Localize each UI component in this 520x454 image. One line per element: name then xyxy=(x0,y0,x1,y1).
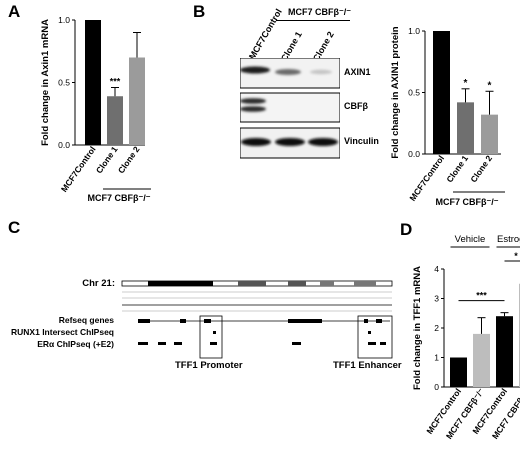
blot-bands xyxy=(240,58,340,159)
track-label: RUNX1 Intersect ChIPseq xyxy=(11,327,114,337)
axin1-band-clone1 xyxy=(275,69,301,75)
panel-letter-d: D xyxy=(400,220,413,239)
comparison-label: * xyxy=(514,251,518,261)
significance-label: * xyxy=(464,78,468,89)
bar xyxy=(457,102,474,154)
cbfb-band-1 xyxy=(240,98,266,104)
bar xyxy=(473,333,490,387)
y-tick-label: 0.0 xyxy=(408,149,420,159)
genome-browser-view xyxy=(121,280,393,359)
axin1-band-control xyxy=(240,66,270,74)
tff1-promoter-box xyxy=(199,315,223,359)
x-tick-label: Clone 2 xyxy=(116,144,142,175)
region-label: TFF1 Enhancer xyxy=(333,360,402,371)
panel-letter-c: C xyxy=(8,218,21,237)
chart-a-axin1-mrna: 0.0 0.5 1.0 Fold change in Axin1 mRNA MCF7Co… xyxy=(40,15,151,203)
blot-box-cbfb xyxy=(240,92,340,123)
y-axis-title: Fold change in AXIN1 protein xyxy=(390,26,401,158)
bar xyxy=(85,20,101,145)
y-tick-label: 0.5 xyxy=(408,88,420,98)
vinculin-band-clone2 xyxy=(308,138,338,146)
y-tick-label: 0.0 xyxy=(58,140,70,150)
treatment-group-label: Estrogen xyxy=(497,234,520,245)
blot-row-label: AXIN1 xyxy=(344,67,371,77)
x-tick-label: Clone 1 xyxy=(444,153,470,184)
significance-label: * xyxy=(488,80,492,91)
x-tick-label: Clone 2 xyxy=(468,153,494,184)
group-label: MCF7 CBFβ⁻/⁻ xyxy=(436,197,499,207)
y-tick-label: 0.5 xyxy=(58,78,70,88)
region-label: TFF1 Promoter xyxy=(175,360,243,371)
chromosome-label: Chr 21: xyxy=(82,278,115,289)
blot-row-label: Vinculin xyxy=(344,136,379,146)
vinculin-band-control xyxy=(241,138,271,146)
y-tick-label: 1.0 xyxy=(58,15,70,25)
x-tick-label: MCF7Control xyxy=(59,144,98,193)
y-tick-label: 1 xyxy=(434,353,439,363)
vinculin-band-clone1 xyxy=(275,138,305,146)
track-label: ERα ChIPseq (+E2) xyxy=(37,339,114,349)
blot-header-line xyxy=(276,20,350,21)
cbfb-band-2 xyxy=(240,106,266,112)
blot-lane-header: MCF7 CBFβ⁻/⁻ xyxy=(288,7,351,17)
bar xyxy=(107,96,123,145)
bar xyxy=(450,357,467,387)
tff1-enhancer-box xyxy=(357,315,393,359)
y-tick-label: 0 xyxy=(434,382,439,392)
chart-b-axin1-protein: 0.0 0.5 1.0 Fold change in AXIN1 protein MCF… xyxy=(390,26,505,207)
comparison-label: *** xyxy=(476,291,487,301)
y-tick-label: 4 xyxy=(434,264,439,274)
panel-letter-b: B xyxy=(193,2,206,21)
y-axis-title: Fold change in Axin1 mRNA xyxy=(40,19,51,146)
significance-label: *** xyxy=(110,77,121,87)
y-tick-label: 1.0 xyxy=(408,26,420,36)
axin1-band-clone2 xyxy=(310,69,332,75)
track-label: Refseq genes xyxy=(58,315,114,325)
y-tick-label: 3 xyxy=(434,294,439,304)
blot-lane-label: MCF7Control xyxy=(247,7,284,61)
bar xyxy=(496,316,513,387)
blot-row-label: CBFβ xyxy=(344,101,368,111)
y-axis-title: Fold change in TFF1 mRNA xyxy=(412,266,423,390)
bar xyxy=(129,57,145,145)
group-label: MCF7 CBFβ⁻/⁻ xyxy=(88,193,151,203)
treatment-group-label: Vehicle xyxy=(455,234,486,245)
y-tick-label: 2 xyxy=(434,323,439,333)
bar xyxy=(433,31,450,154)
x-tick-label: MCF7Control xyxy=(407,153,446,202)
bar xyxy=(481,114,498,154)
panel-letter-a: A xyxy=(8,2,21,21)
